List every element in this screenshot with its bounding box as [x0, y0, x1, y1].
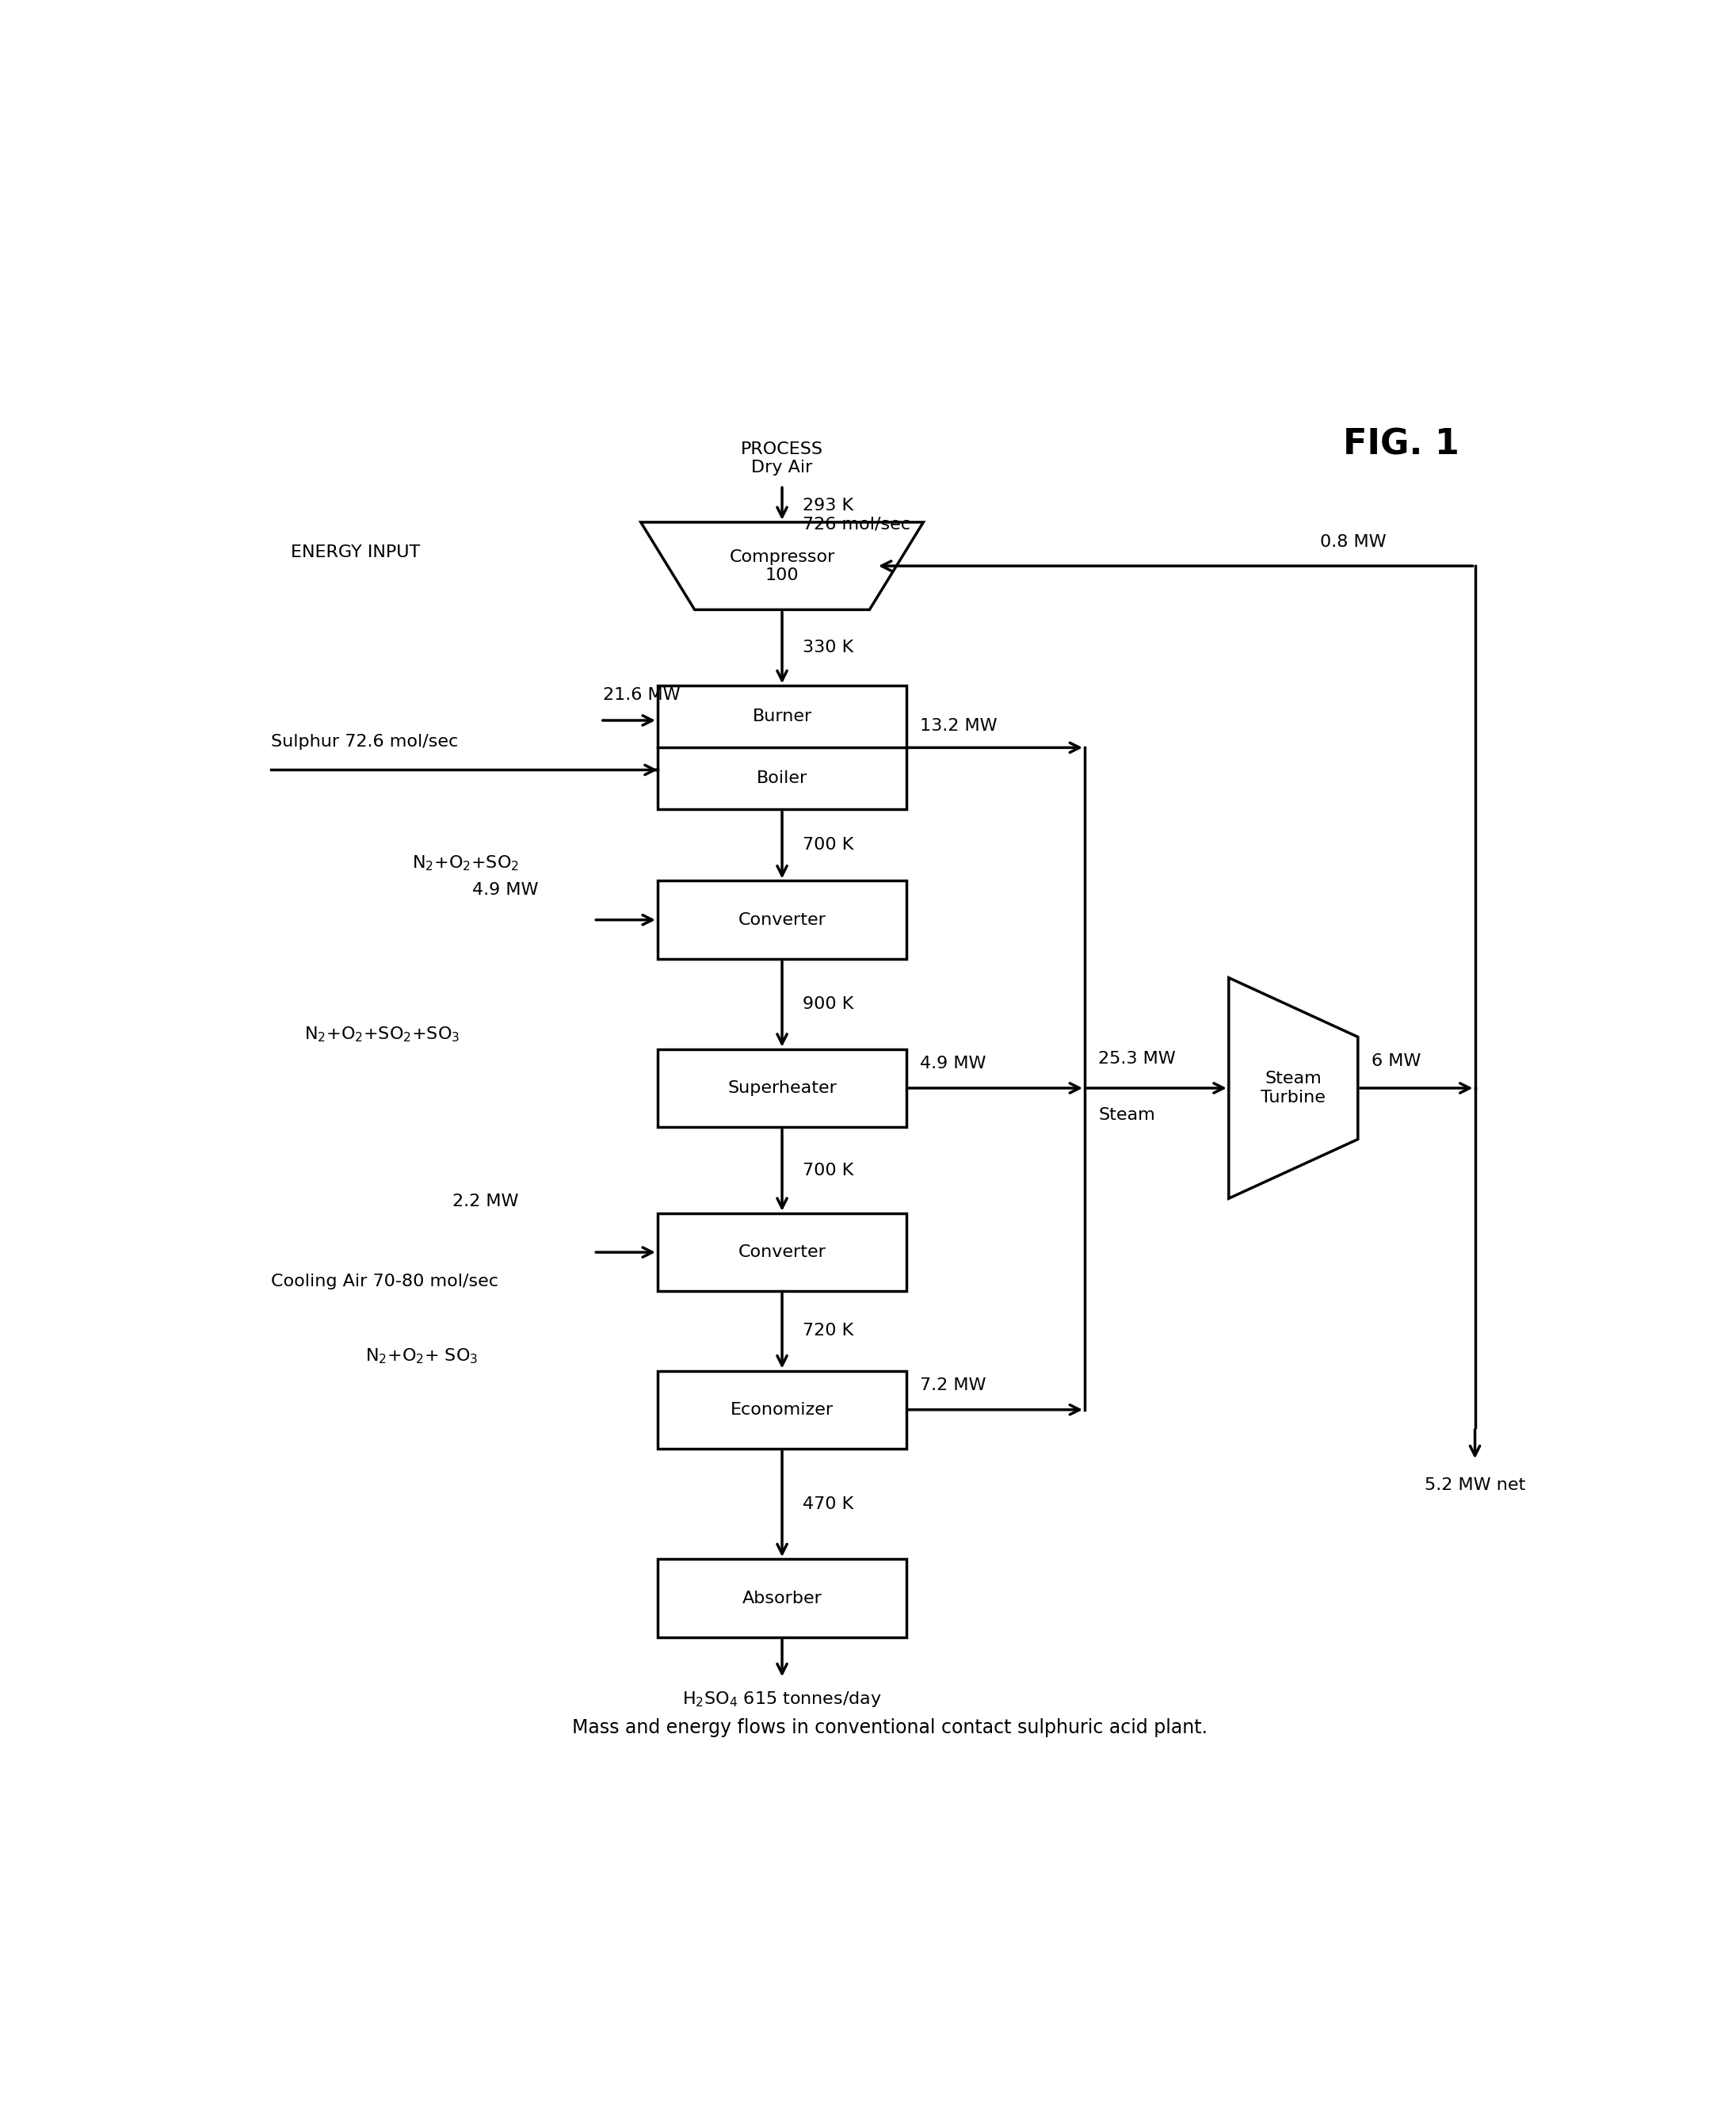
FancyBboxPatch shape	[658, 1372, 906, 1448]
Text: 700 K: 700 K	[802, 1162, 854, 1179]
Text: 293 K
726 mol/sec: 293 K 726 mol/sec	[802, 498, 910, 532]
Text: 7.2 MW: 7.2 MW	[920, 1378, 986, 1393]
Text: 720 K: 720 K	[802, 1323, 852, 1340]
Text: Superheater: Superheater	[727, 1081, 837, 1096]
Text: 700 K: 700 K	[802, 837, 854, 852]
Text: 4.9 MW: 4.9 MW	[472, 882, 538, 899]
FancyBboxPatch shape	[658, 1558, 906, 1637]
Text: Mass and energy flows in conventional contact sulphuric acid plant.: Mass and energy flows in conventional co…	[571, 1717, 1208, 1736]
Text: Economizer: Economizer	[731, 1401, 833, 1418]
FancyBboxPatch shape	[658, 880, 906, 958]
FancyBboxPatch shape	[658, 685, 906, 810]
Text: H$_2$SO$_4$ 615 tonnes/day: H$_2$SO$_4$ 615 tonnes/day	[682, 1690, 882, 1709]
FancyBboxPatch shape	[658, 1213, 906, 1291]
Text: 900 K: 900 K	[802, 996, 854, 1011]
Text: Cooling Air 70-80 mol/sec: Cooling Air 70-80 mol/sec	[271, 1274, 498, 1289]
Text: 2.2 MW: 2.2 MW	[453, 1194, 519, 1208]
FancyBboxPatch shape	[658, 1049, 906, 1128]
Text: Converter: Converter	[738, 1244, 826, 1259]
Text: N$_2$+O$_2$+SO$_2$+SO$_3$: N$_2$+O$_2$+SO$_2$+SO$_3$	[304, 1024, 460, 1043]
Polygon shape	[1229, 977, 1358, 1198]
Text: 0.8 MW: 0.8 MW	[1321, 534, 1387, 549]
Text: ENERGY INPUT: ENERGY INPUT	[292, 545, 420, 560]
Text: 5.2 MW net: 5.2 MW net	[1425, 1478, 1526, 1492]
Text: 330 K: 330 K	[802, 640, 852, 655]
Text: FIG. 1: FIG. 1	[1342, 428, 1460, 462]
Text: N$_2$+O$_2$+SO$_2$: N$_2$+O$_2$+SO$_2$	[411, 854, 519, 873]
Text: N$_2$+O$_2$+ SO$_3$: N$_2$+O$_2$+ SO$_3$	[365, 1346, 477, 1365]
Text: Sulphur 72.6 mol/sec: Sulphur 72.6 mol/sec	[271, 734, 458, 750]
Text: PROCESS
Dry Air: PROCESS Dry Air	[741, 441, 823, 475]
Text: Compressor
100: Compressor 100	[729, 549, 835, 583]
Text: 25.3 MW: 25.3 MW	[1099, 1052, 1175, 1066]
Text: 4.9 MW: 4.9 MW	[920, 1056, 986, 1073]
Text: 6 MW: 6 MW	[1371, 1054, 1420, 1068]
Text: Steam
Turbine: Steam Turbine	[1260, 1071, 1326, 1105]
Polygon shape	[641, 522, 924, 611]
Text: 470 K: 470 K	[802, 1497, 852, 1512]
Text: Converter: Converter	[738, 912, 826, 929]
Text: Burner: Burner	[752, 708, 812, 725]
Text: Steam: Steam	[1099, 1107, 1154, 1124]
Text: 21.6 MW: 21.6 MW	[602, 687, 681, 704]
Text: 13.2 MW: 13.2 MW	[920, 719, 996, 734]
Text: Absorber: Absorber	[741, 1590, 823, 1607]
Text: Boiler: Boiler	[757, 772, 807, 787]
